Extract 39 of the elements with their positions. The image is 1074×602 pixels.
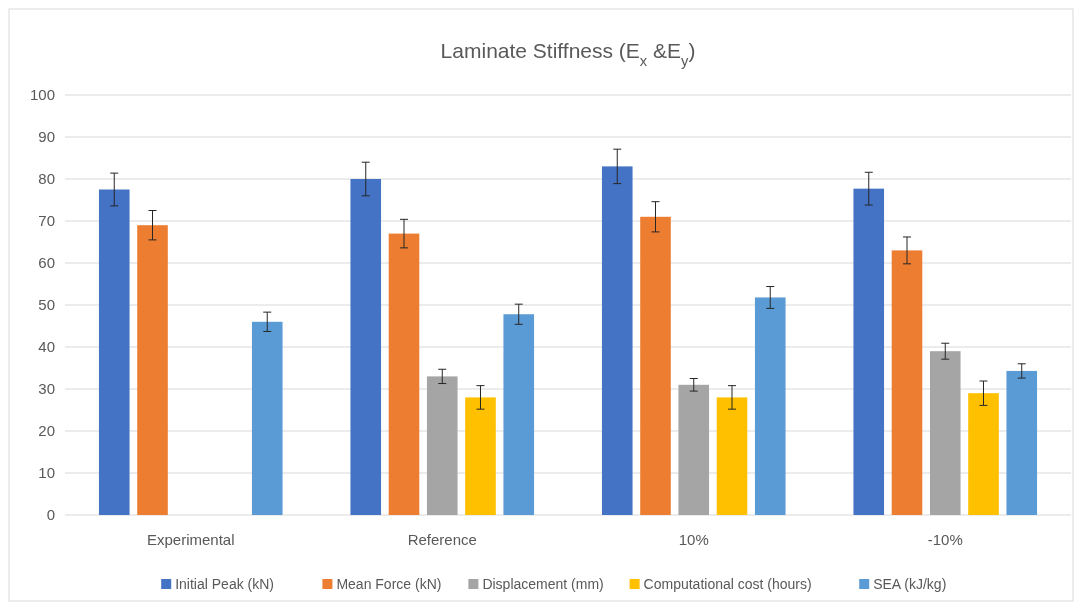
bar xyxy=(640,216,671,515)
bar xyxy=(678,384,710,515)
bar xyxy=(503,314,535,515)
y-tick-label: 10 xyxy=(38,464,55,482)
bar xyxy=(426,376,458,515)
legend-label: Computational cost (hours) xyxy=(643,575,812,592)
legend-label: Initial Peak (kN) xyxy=(175,575,275,592)
y-tick-label: 100 xyxy=(29,86,55,104)
x-tick-label: 10% xyxy=(678,531,709,549)
bar xyxy=(754,297,786,515)
bar xyxy=(853,188,885,515)
y-tick-label: 20 xyxy=(38,422,55,440)
bar xyxy=(465,397,496,515)
bar xyxy=(251,321,283,515)
x-tick-label: Reference xyxy=(407,531,477,549)
bar xyxy=(137,225,168,515)
y-tick-label: 90 xyxy=(38,128,55,146)
bar xyxy=(601,166,633,515)
legend-label: Displacement (mm) xyxy=(482,575,604,592)
y-tick-label: 50 xyxy=(38,296,55,314)
legend-label: SEA (kJ/kg) xyxy=(873,575,947,592)
bar xyxy=(929,351,961,515)
y-tick-label: 0 xyxy=(46,506,55,524)
bar xyxy=(1006,370,1038,515)
bar xyxy=(388,233,420,515)
x-tick-label: -10% xyxy=(927,531,963,549)
bar xyxy=(968,393,999,515)
bar xyxy=(98,189,130,515)
x-tick-label: Experimental xyxy=(146,531,235,549)
y-tick-label: 70 xyxy=(38,212,55,230)
y-tick-label: 30 xyxy=(38,380,55,398)
bar xyxy=(350,179,382,515)
bar xyxy=(891,250,923,515)
y-tick-label: 80 xyxy=(38,170,55,188)
legend-label: Mean Force (kN) xyxy=(336,575,442,592)
chart-title: Laminate Stiffness (E$_{x}$ &E$_{y}$) xyxy=(440,39,696,69)
y-tick-label: 60 xyxy=(38,254,55,272)
bar xyxy=(716,397,748,515)
y-tick-label: 40 xyxy=(38,338,55,356)
